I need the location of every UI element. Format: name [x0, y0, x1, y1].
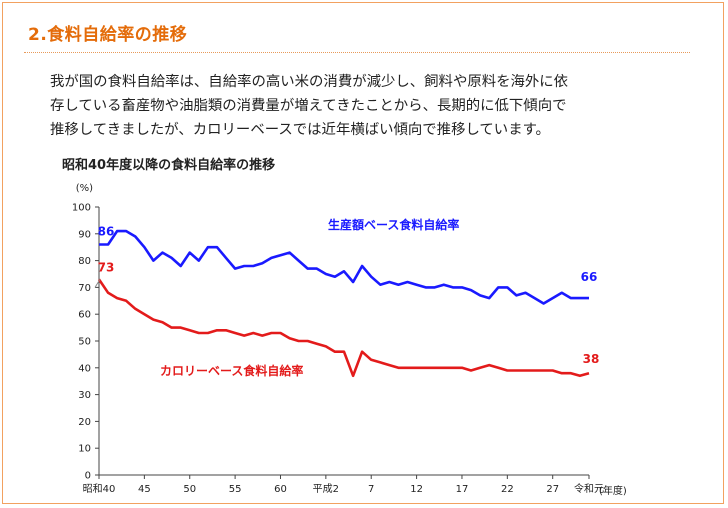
y-tick-label: 30 — [78, 390, 91, 401]
calorie-series-label: カロリーベース食料自給率 — [160, 363, 303, 378]
x-tick-label: 60 — [274, 484, 287, 495]
calorie-start-label: 73 — [98, 260, 115, 274]
y-tick-label: 60 — [78, 310, 91, 321]
y-tick-label: 40 — [78, 363, 91, 374]
chart-title: 昭和40年度以降の食料自給率の推移 — [62, 158, 276, 173]
intro-paragraph: 我が国の食料自給率は、自給率の高い米の消費が減少し、飼料や原料を海外に依 存して… — [50, 70, 670, 142]
calorie-line — [97, 278, 590, 378]
calorie-end-label: 38 — [583, 352, 600, 366]
y-tick-label: 20 — [78, 417, 91, 428]
x-tick-label: 22 — [501, 484, 514, 495]
production-end-label: 66 — [581, 270, 598, 284]
x-tick-label: 27 — [546, 484, 559, 495]
x-tick-label: 令和元 — [574, 482, 604, 495]
x-tick-label: 昭和40 — [83, 483, 116, 495]
intro-line: 我が国の食料自給率は、自給率の高い米の消費が減少し、飼料や原料を海外に依 — [50, 74, 569, 90]
y-tick-label: 100 — [72, 203, 91, 214]
intro-line: 存している畜産物や油脂類の消費量が増えてきたことから、長期的に低下傾向で — [50, 98, 567, 114]
start-pointer — [94, 279, 101, 288]
y-axis-unit: (%) — [76, 183, 93, 194]
title-divider — [24, 52, 690, 53]
y-tick-label: 50 — [78, 337, 91, 348]
x-tick-label: 45 — [138, 484, 151, 495]
x-tick-label: 7 — [368, 484, 374, 495]
x-tick-label: 55 — [229, 484, 242, 495]
x-axis-unit: (年度) — [599, 484, 627, 497]
intro-line: 推移してきましたが、カロリーベースでは近年横ばい傾向で推移しています。 — [50, 122, 550, 138]
section-title: 2.食料自給率の推移 — [28, 25, 188, 45]
x-tick-label: 12 — [410, 484, 423, 495]
y-tick-label: 70 — [78, 283, 91, 294]
y-tick-label: 10 — [78, 444, 91, 455]
y-tick-label: 80 — [78, 256, 91, 267]
production-start-label: 86 — [98, 225, 115, 239]
y-tick-label: 0 — [85, 471, 91, 482]
production-value-line — [99, 229, 589, 305]
production-series-label: 生産額ベース食料自給率 — [328, 217, 459, 232]
y-tick-label: 90 — [78, 229, 91, 240]
x-tick-label: 17 — [456, 484, 469, 495]
x-tick-label: 平成2 — [313, 483, 339, 495]
x-tick-label: 50 — [183, 484, 196, 495]
